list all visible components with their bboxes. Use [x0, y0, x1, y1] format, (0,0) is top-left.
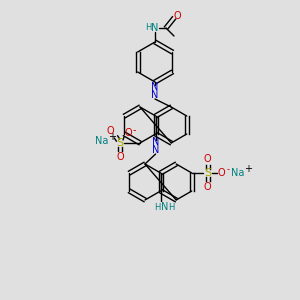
Text: S: S [116, 138, 124, 148]
Text: +: + [108, 132, 116, 142]
Text: H: H [145, 23, 151, 32]
Text: H: H [168, 202, 175, 211]
Text: O: O [124, 128, 132, 138]
Text: O: O [218, 168, 226, 178]
Text: +: + [244, 164, 252, 174]
Text: O: O [116, 152, 124, 162]
Text: Na: Na [95, 136, 109, 146]
Text: O: O [204, 154, 212, 164]
Text: O: O [173, 11, 181, 21]
Text: -: - [226, 166, 229, 175]
Text: Na: Na [231, 168, 244, 178]
Text: S: S [204, 168, 211, 178]
Text: N: N [161, 202, 168, 212]
Text: N: N [151, 23, 159, 33]
Text: -: - [132, 125, 136, 135]
Text: O: O [204, 182, 212, 192]
Text: H: H [154, 202, 161, 211]
Text: N: N [151, 82, 159, 92]
Text: N: N [151, 90, 159, 100]
Text: O: O [106, 126, 114, 136]
Text: N: N [152, 145, 159, 155]
Text: N: N [152, 137, 159, 147]
